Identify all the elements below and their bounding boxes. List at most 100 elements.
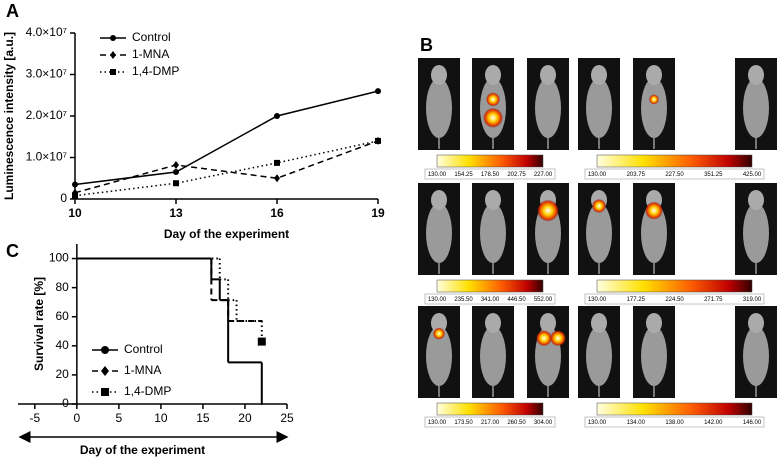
y-tick-label: 3.0×10⁷ (26, 67, 67, 81)
scale-label: 130.00 (588, 172, 607, 178)
marker (274, 174, 280, 183)
mouse-head (485, 65, 501, 85)
scale-label: 351.25 (704, 172, 723, 178)
mouse-body (426, 326, 452, 386)
mouse-head (431, 313, 447, 333)
panel-label: B (420, 35, 433, 55)
y-tick-label: 2.0×10⁷ (26, 108, 67, 122)
scale-frame (584, 293, 765, 305)
series-line (74, 90, 379, 186)
mouse-head (431, 190, 447, 210)
mouse-head (540, 65, 556, 85)
legend-marker (110, 51, 116, 59)
mouse-body (641, 326, 667, 386)
marker (257, 337, 266, 346)
marker (274, 159, 280, 166)
mouse-body (535, 78, 561, 138)
mouse-body (641, 203, 667, 263)
scale-label: 154.25 (454, 172, 473, 178)
signal-spot (645, 201, 663, 220)
mouse-head (748, 190, 764, 210)
scale-label: 173.50 (454, 420, 473, 426)
x-tick-label: 10 (68, 206, 82, 220)
marker (72, 181, 78, 188)
mouse-head (591, 65, 607, 85)
scale-frame (424, 168, 556, 180)
scale-label: 130.00 (428, 420, 447, 426)
mouse-body (743, 203, 769, 263)
mouse-head (591, 313, 607, 333)
scale-label: 425.00 (743, 172, 762, 178)
scale-label: 203.75 (627, 172, 646, 178)
scale-label: 217.00 (481, 420, 500, 426)
scale-frame (424, 293, 556, 305)
color-scale (436, 402, 544, 416)
x-tick-label: 19 (371, 206, 385, 220)
scale-label: 227.00 (534, 172, 553, 178)
legend-marker (101, 346, 109, 354)
scale-frame (424, 416, 556, 428)
x-tick-label: 0 (74, 411, 81, 425)
scale-label: 134.00 (627, 420, 646, 426)
mouse-head (540, 313, 556, 333)
legend-label: 1,4-DMP (132, 64, 179, 78)
scale-label: 130.00 (428, 172, 447, 178)
marker (173, 169, 179, 176)
y-tick-label: 40 (55, 338, 69, 352)
scale-label: 304.00 (534, 420, 553, 426)
y-tick-label: 20 (55, 367, 69, 381)
y-tick-label: 0 (60, 191, 67, 205)
series-line (74, 140, 379, 194)
scale-label: 319.00 (743, 297, 762, 303)
legend-marker (110, 69, 116, 75)
signal-spot (536, 330, 552, 347)
survival-end (260, 403, 263, 405)
scale-label: 130.00 (588, 297, 607, 303)
scale-label: 235.50 (454, 297, 473, 303)
x-tick-label: 10 (154, 411, 168, 425)
mouse-head (646, 313, 662, 333)
marker (375, 88, 381, 95)
scale-label: 202.75 (507, 172, 526, 178)
scale-label: 130.00 (428, 297, 447, 303)
scale-label: 178.50 (481, 172, 500, 178)
mouse-body (480, 203, 506, 263)
legend-label: Control (124, 342, 163, 356)
scale-label: 552.00 (534, 297, 553, 303)
x-axis-label: Day of the experiment (164, 227, 289, 241)
mouse-head (748, 313, 764, 333)
x-tick-label: 13 (169, 206, 183, 220)
legend-marker (101, 388, 109, 396)
y-tick-label: 80 (55, 280, 69, 294)
x-tick-label: 5 (116, 411, 123, 425)
scale-label: 138.00 (665, 420, 684, 426)
scale-frame (584, 168, 765, 180)
marker (375, 137, 381, 144)
signal-spot (486, 92, 500, 107)
mouse-head (748, 65, 764, 85)
series-line (74, 140, 379, 197)
y-tick-label: 60 (55, 309, 69, 323)
y-tick-label: 100 (49, 251, 69, 265)
scale-label: 146.00 (743, 420, 762, 426)
x-tick-label: 15 (196, 411, 210, 425)
color-scale (596, 154, 753, 168)
marker (274, 113, 280, 119)
legend-label: 1,4-DMP (124, 384, 171, 398)
y-axis-label: Survival rate [%] (32, 277, 46, 371)
signal-spot (483, 107, 503, 128)
mouse-body (480, 326, 506, 386)
y-tick-label: 1.0×10⁷ (26, 150, 67, 164)
color-scale (436, 154, 544, 168)
color-scale (596, 402, 753, 416)
x-axis-label: Day of the experiment (80, 443, 205, 457)
scale-label: 227.50 (665, 172, 684, 178)
mouse-body (586, 78, 612, 138)
mouse-head (485, 313, 501, 333)
scale-label: 142.00 (704, 420, 723, 426)
signal-spot (592, 199, 606, 213)
panel-label: A (6, 1, 19, 21)
scale-label: 341.00 (481, 297, 500, 303)
mouse-body (743, 326, 769, 386)
